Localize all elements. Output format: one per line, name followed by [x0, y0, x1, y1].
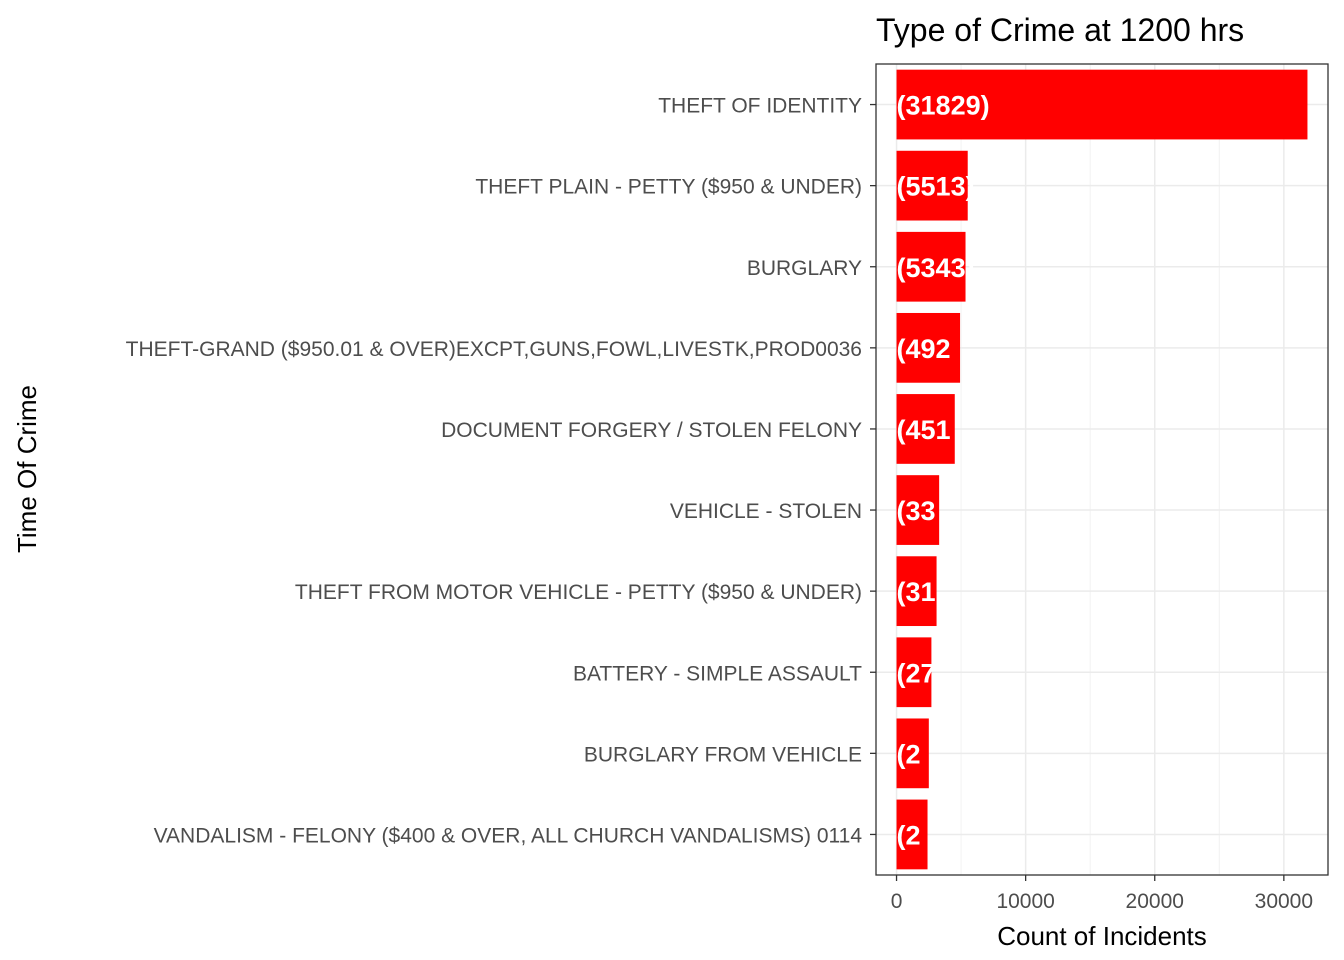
y-tick-label: BATTERY - SIMPLE ASSAULT: [573, 662, 862, 685]
x-tick-label: 10000: [996, 890, 1054, 913]
y-tick-label: THEFT-GRAND ($950.01 & OVER)EXCPT,GUNS,F…: [126, 338, 862, 361]
y-tick-label: VEHICLE - STOLEN: [670, 500, 862, 523]
y-tick-label: DOCUMENT FORGERY / STOLEN FELONY: [441, 419, 862, 442]
x-tick-label: 20000: [1126, 890, 1184, 913]
y-axis-title: Time Of Crime: [12, 385, 42, 553]
y-tick-label: VANDALISM - FELONY ($400 & OVER, ALL CHU…: [154, 824, 863, 847]
x-axis-title: Count of Incidents: [997, 921, 1207, 951]
x-axis: 0 10000 20000 30000: [891, 875, 1313, 913]
y-tick-label: BURGLARY: [747, 257, 862, 280]
bar-value-label: (451: [897, 415, 951, 445]
bar: [896, 556, 937, 627]
bar-value-labels: (31829) (5513) (5343) (492 (451 (33 (31 (27 (2 (2: [897, 91, 990, 851]
y-tick-label: THEFT PLAIN - PETTY ($950 & UNDER): [475, 176, 862, 199]
x-tick-label: 0: [891, 890, 903, 913]
y-tick-label: THEFT FROM MOTOR VEHICLE - PETTY ($950 &…: [295, 581, 862, 604]
bar-value-label: (5513): [897, 172, 975, 202]
bar-value-label: (27: [897, 658, 936, 688]
bar-value-label: (31: [897, 577, 936, 607]
y-axis: THEFT OF IDENTITY THEFT PLAIN - PETTY ($9…: [126, 95, 876, 847]
bar: [896, 69, 1308, 140]
plot-panel-border: [875, 63, 1329, 876]
bar-value-label: (31829): [897, 91, 990, 121]
bar: [896, 637, 932, 708]
chart-title: Type of Crime at 1200 hrs: [876, 12, 1244, 48]
bar-value-label: (492: [897, 334, 951, 364]
bar: [896, 231, 966, 302]
bar-value-label: (5343): [897, 253, 975, 283]
bars: [896, 69, 1308, 870]
bar: [896, 150, 968, 221]
bar-value-label: (2: [897, 739, 921, 769]
y-tick-label: BURGLARY FROM VEHICLE: [584, 743, 862, 766]
bar-value-label: (2: [897, 820, 921, 850]
x-tick-label: 30000: [1255, 890, 1313, 913]
bar: [896, 718, 929, 789]
bar: [896, 394, 955, 464]
bar-value-label: (33: [897, 496, 936, 526]
y-tick-label: THEFT OF IDENTITY: [658, 95, 862, 118]
bar: [896, 799, 928, 870]
bar: [896, 475, 940, 545]
bar: [896, 312, 961, 383]
